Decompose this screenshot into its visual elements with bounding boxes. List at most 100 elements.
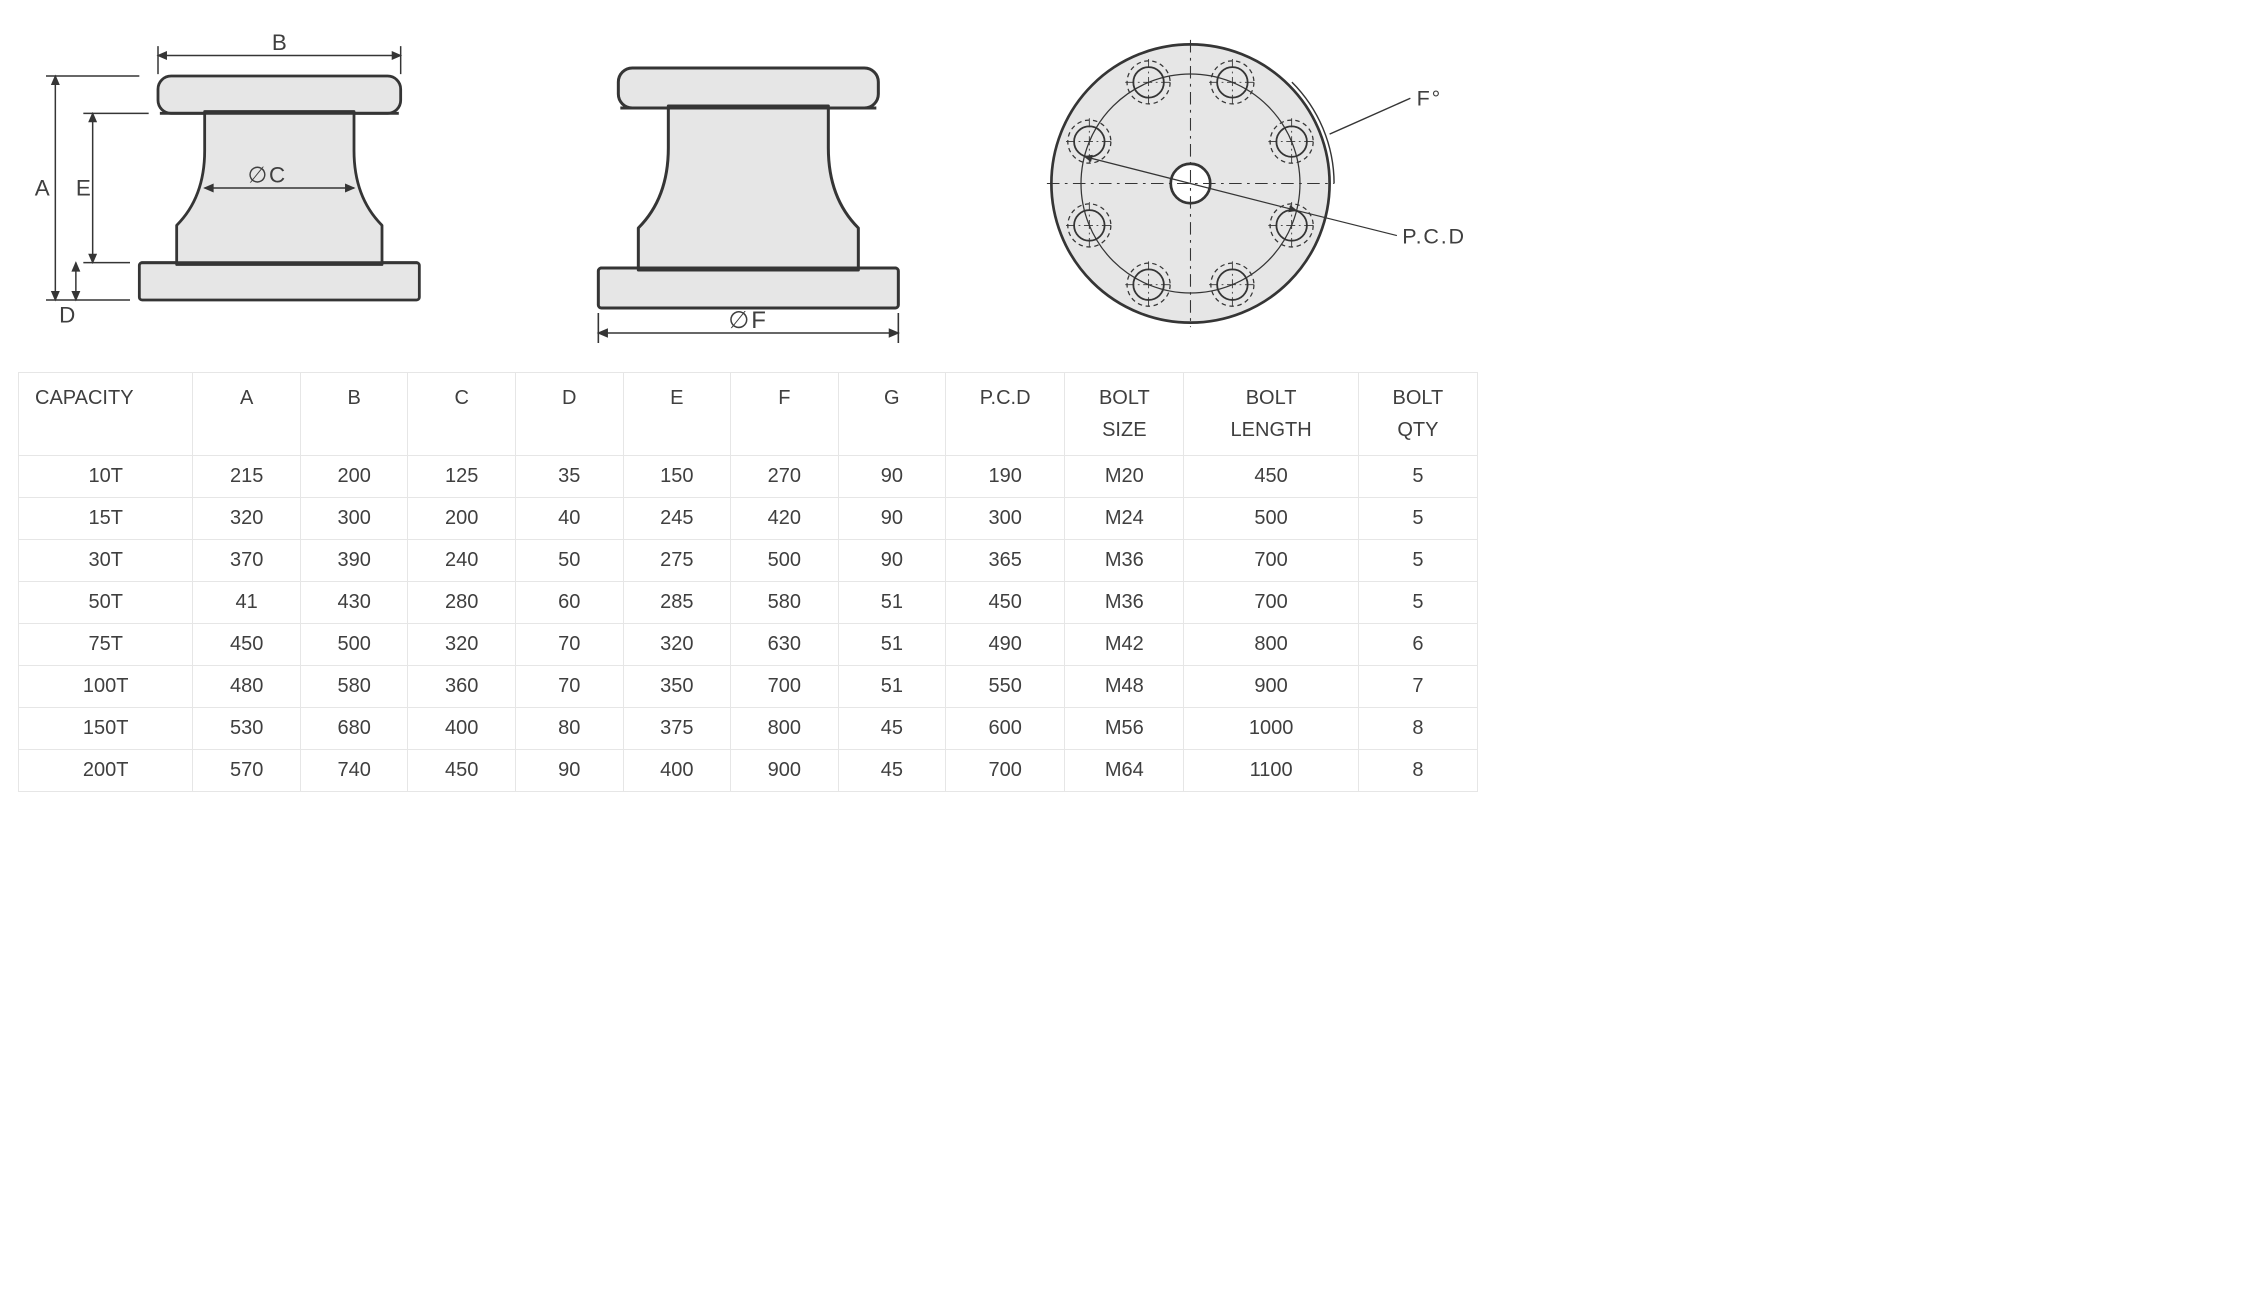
table-cell: 41 [193,582,301,624]
figures-row: A E D B ∅C ∅F [18,18,1478,358]
table-cell: 5 [1358,456,1477,498]
table-cell: 450 [408,750,516,792]
table-cell: M36 [1065,540,1184,582]
table-cell: 500 [1184,498,1358,540]
col-header: BOLTLENGTH [1184,373,1358,456]
table-cell: 320 [623,624,731,666]
table-cell: M64 [1065,750,1184,792]
table-cell: 215 [193,456,301,498]
table-cell: 400 [623,750,731,792]
table-cell: 300 [946,498,1065,540]
dim-D: D [59,302,77,327]
table-cell: 15T [19,498,193,540]
table-cell: 200 [300,456,408,498]
figure-side-dims: A E D B ∅C [18,18,485,358]
figure-top-bolts: F° P.C.D [1011,18,1478,358]
dim-PCD: P.C.D [1403,225,1467,249]
table-cell: 51 [838,666,946,708]
col-header: F [731,373,839,456]
table-cell: 420 [731,498,839,540]
table-cell: 300 [300,498,408,540]
col-header: G [838,373,946,456]
table-cell: 70 [515,624,623,666]
table-row: 30T3703902405027550090365M367005 [19,540,1478,582]
table-cell: 680 [300,708,408,750]
table-cell: 150T [19,708,193,750]
table-cell: 375 [623,708,731,750]
table-cell: 51 [838,624,946,666]
table-cell: 50 [515,540,623,582]
table-cell: 350 [623,666,731,708]
col-header: E [623,373,731,456]
table-cell: 740 [300,750,408,792]
col-header: D [515,373,623,456]
table-cell: 700 [1184,540,1358,582]
table-cell: 1000 [1184,708,1358,750]
table-cell: 90 [838,498,946,540]
table-cell: 800 [731,708,839,750]
table-cell: 45 [838,708,946,750]
table-cell: 51 [838,582,946,624]
table-cell: 900 [1184,666,1358,708]
table-cell: 530 [193,708,301,750]
table-row: 50T414302806028558051450M367005 [19,582,1478,624]
col-header: BOLTSIZE [1065,373,1184,456]
col-header: P.C.D [946,373,1065,456]
table-cell: 320 [193,498,301,540]
table-row: 150T5306804008037580045600M5610008 [19,708,1478,750]
table-cell: 5 [1358,540,1477,582]
table-cell: 275 [623,540,731,582]
table-cell: 100T [19,666,193,708]
table-cell: 550 [946,666,1065,708]
table-cell: 500 [731,540,839,582]
table-cell: 1100 [1184,750,1358,792]
table-cell: 90 [838,540,946,582]
table-cell: 200T [19,750,193,792]
table-cell: 450 [1184,456,1358,498]
table-cell: 10T [19,456,193,498]
table-cell: 700 [946,750,1065,792]
table-cell: 900 [731,750,839,792]
dim-C: ∅C [248,162,287,187]
table-cell: 600 [946,708,1065,750]
table-row: 200T5707404509040090045700M6411008 [19,750,1478,792]
table-cell: M56 [1065,708,1184,750]
table-cell: 390 [300,540,408,582]
table-cell: 80 [515,708,623,750]
table-cell: 490 [946,624,1065,666]
col-header: BOLTQTY [1358,373,1477,456]
dim-B: B [272,30,289,55]
col-header: CAPACITY [19,373,193,456]
figure-side-f: ∅F [515,18,982,358]
table-cell: 90 [515,750,623,792]
table-cell: M20 [1065,456,1184,498]
col-header: C [408,373,516,456]
dim-A: A [35,175,52,200]
table-cell: 480 [193,666,301,708]
table-cell: 360 [408,666,516,708]
table-cell: 580 [731,582,839,624]
table-cell: 700 [1184,582,1358,624]
table-cell: 8 [1358,708,1477,750]
table-cell: 30T [19,540,193,582]
table-cell: 125 [408,456,516,498]
table-cell: 580 [300,666,408,708]
table-cell: 430 [300,582,408,624]
table-cell: M24 [1065,498,1184,540]
table-cell: 7 [1358,666,1477,708]
table-cell: 450 [946,582,1065,624]
page: A E D B ∅C ∅F [18,18,1478,792]
table-cell: 285 [623,582,731,624]
dim-Fdeg: F° [1417,86,1442,110]
table-cell: 270 [731,456,839,498]
table-cell: 365 [946,540,1065,582]
table-cell: M36 [1065,582,1184,624]
table-cell: M48 [1065,666,1184,708]
table-row: 100T4805803607035070051550M489007 [19,666,1478,708]
table-cell: 8 [1358,750,1477,792]
table-cell: 570 [193,750,301,792]
table-cell: 40 [515,498,623,540]
table-cell: M42 [1065,624,1184,666]
col-header: A [193,373,301,456]
table-cell: 800 [1184,624,1358,666]
